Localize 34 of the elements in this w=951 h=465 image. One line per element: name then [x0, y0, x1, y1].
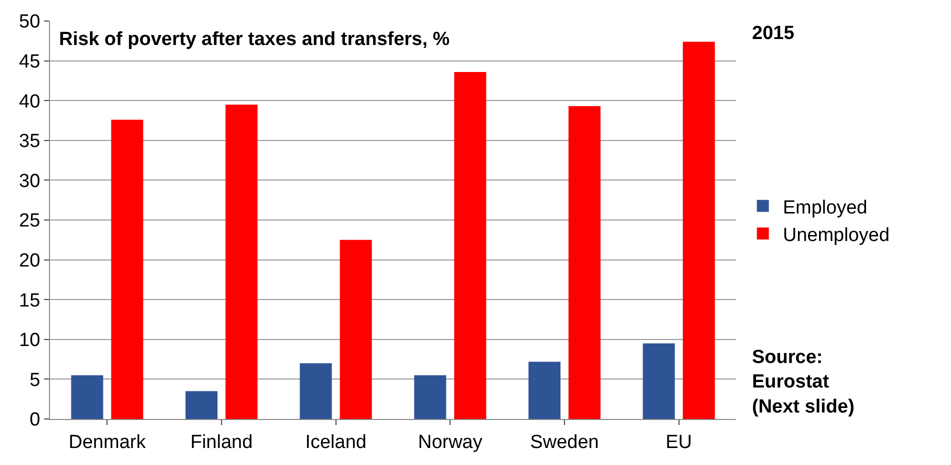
bar	[300, 363, 332, 419]
bar	[682, 42, 715, 419]
bar	[568, 106, 601, 419]
x-tick-label: Denmark	[68, 432, 146, 453]
y-tick-label: 40	[19, 91, 40, 112]
bar	[642, 343, 675, 419]
bar	[226, 104, 258, 419]
chart-title: Risk of poverty after taxes and transfers, %	[59, 29, 450, 50]
x-tick-label: Iceland	[305, 432, 366, 453]
x-tick-label: Norway	[418, 432, 483, 453]
x-tick-label: Finland	[190, 432, 253, 453]
bar	[340, 240, 372, 419]
bar	[454, 72, 486, 419]
bar	[414, 375, 446, 419]
y-tick-label: 15	[19, 290, 40, 312]
y-tick-label: 50	[19, 12, 40, 33]
y-tick-label: 30	[19, 170, 40, 192]
y-tick-label: 10	[19, 330, 40, 352]
bar	[111, 120, 144, 419]
y-tick-label: 45	[19, 51, 40, 72]
legend-label: Unemployed	[782, 224, 890, 246]
bar	[185, 391, 218, 419]
bar	[528, 362, 560, 419]
source-note: Source: Eurostat (Next slide)	[752, 347, 854, 418]
y-tick-label: 35	[19, 131, 40, 152]
legend-label: Employed	[782, 197, 868, 218]
y-tick-label: 0	[30, 410, 40, 431]
text: 2015	[752, 23, 795, 44]
x-tick-label: EU	[666, 432, 692, 453]
bar	[71, 375, 104, 419]
y-tick-label: 5	[30, 370, 40, 391]
x-tick-label: Sweden	[530, 432, 599, 453]
y-tick-label: 20	[19, 250, 40, 272]
y-tick-label: 25	[19, 210, 40, 232]
